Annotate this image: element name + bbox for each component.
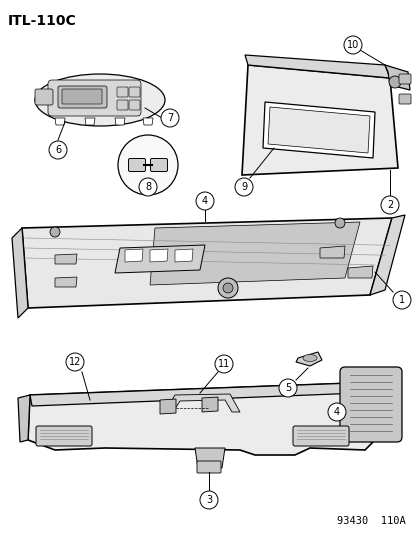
Circle shape — [214, 355, 233, 373]
FancyBboxPatch shape — [129, 87, 140, 97]
Circle shape — [392, 291, 410, 309]
Text: 1: 1 — [398, 295, 404, 305]
FancyBboxPatch shape — [339, 367, 401, 442]
Polygon shape — [262, 102, 374, 158]
Text: ITL-110C: ITL-110C — [8, 14, 76, 28]
Text: 11: 11 — [217, 359, 230, 369]
Text: 9: 9 — [240, 182, 247, 192]
Circle shape — [139, 178, 157, 196]
FancyBboxPatch shape — [117, 87, 128, 97]
Polygon shape — [55, 277, 77, 287]
Ellipse shape — [302, 354, 316, 361]
Text: 93430  110A: 93430 110A — [337, 516, 405, 526]
Polygon shape — [12, 228, 28, 318]
Circle shape — [199, 491, 218, 509]
Circle shape — [388, 76, 400, 88]
Circle shape — [49, 141, 67, 159]
Polygon shape — [319, 246, 344, 258]
Polygon shape — [150, 222, 359, 285]
FancyBboxPatch shape — [35, 89, 53, 105]
Polygon shape — [267, 107, 369, 153]
Ellipse shape — [35, 74, 165, 126]
Polygon shape — [115, 118, 125, 125]
Polygon shape — [150, 249, 168, 262]
Text: 3: 3 — [205, 495, 211, 505]
Polygon shape — [28, 382, 384, 455]
Text: 2: 2 — [386, 200, 392, 210]
Circle shape — [334, 218, 344, 228]
Polygon shape — [159, 399, 176, 414]
Polygon shape — [384, 65, 409, 90]
Polygon shape — [85, 118, 95, 125]
FancyBboxPatch shape — [197, 461, 221, 473]
Circle shape — [343, 36, 361, 54]
Circle shape — [380, 196, 398, 214]
Polygon shape — [30, 382, 384, 406]
Polygon shape — [175, 249, 192, 262]
Polygon shape — [18, 395, 30, 442]
Polygon shape — [244, 55, 389, 78]
FancyBboxPatch shape — [150, 158, 167, 172]
Polygon shape — [55, 254, 77, 264]
Polygon shape — [55, 118, 65, 125]
Text: 12: 12 — [69, 357, 81, 367]
FancyBboxPatch shape — [48, 80, 141, 116]
Circle shape — [278, 379, 296, 397]
FancyBboxPatch shape — [129, 100, 140, 110]
Polygon shape — [295, 352, 321, 366]
Polygon shape — [202, 397, 218, 412]
Circle shape — [195, 192, 214, 210]
FancyBboxPatch shape — [36, 426, 92, 446]
Polygon shape — [115, 245, 204, 273]
Circle shape — [118, 135, 178, 195]
Text: 6: 6 — [55, 145, 61, 155]
Circle shape — [235, 178, 252, 196]
Text: 7: 7 — [166, 113, 173, 123]
FancyBboxPatch shape — [62, 89, 102, 104]
Circle shape — [161, 109, 178, 127]
Polygon shape — [242, 65, 397, 175]
FancyBboxPatch shape — [398, 74, 410, 84]
Polygon shape — [142, 118, 153, 125]
FancyBboxPatch shape — [128, 158, 145, 172]
FancyBboxPatch shape — [117, 100, 128, 110]
Polygon shape — [22, 218, 391, 308]
Polygon shape — [347, 266, 372, 278]
Text: 5: 5 — [284, 383, 290, 393]
FancyBboxPatch shape — [398, 94, 410, 104]
FancyBboxPatch shape — [292, 426, 348, 446]
Text: 8: 8 — [145, 182, 151, 192]
Circle shape — [50, 227, 60, 237]
Text: 4: 4 — [202, 196, 208, 206]
FancyBboxPatch shape — [58, 86, 107, 108]
Circle shape — [218, 278, 237, 298]
Circle shape — [223, 283, 233, 293]
Polygon shape — [165, 394, 240, 412]
Polygon shape — [195, 448, 224, 468]
Circle shape — [66, 353, 84, 371]
Circle shape — [327, 403, 345, 421]
Polygon shape — [125, 249, 142, 262]
Text: 10: 10 — [346, 40, 358, 50]
Polygon shape — [369, 215, 404, 295]
Text: 4: 4 — [333, 407, 339, 417]
